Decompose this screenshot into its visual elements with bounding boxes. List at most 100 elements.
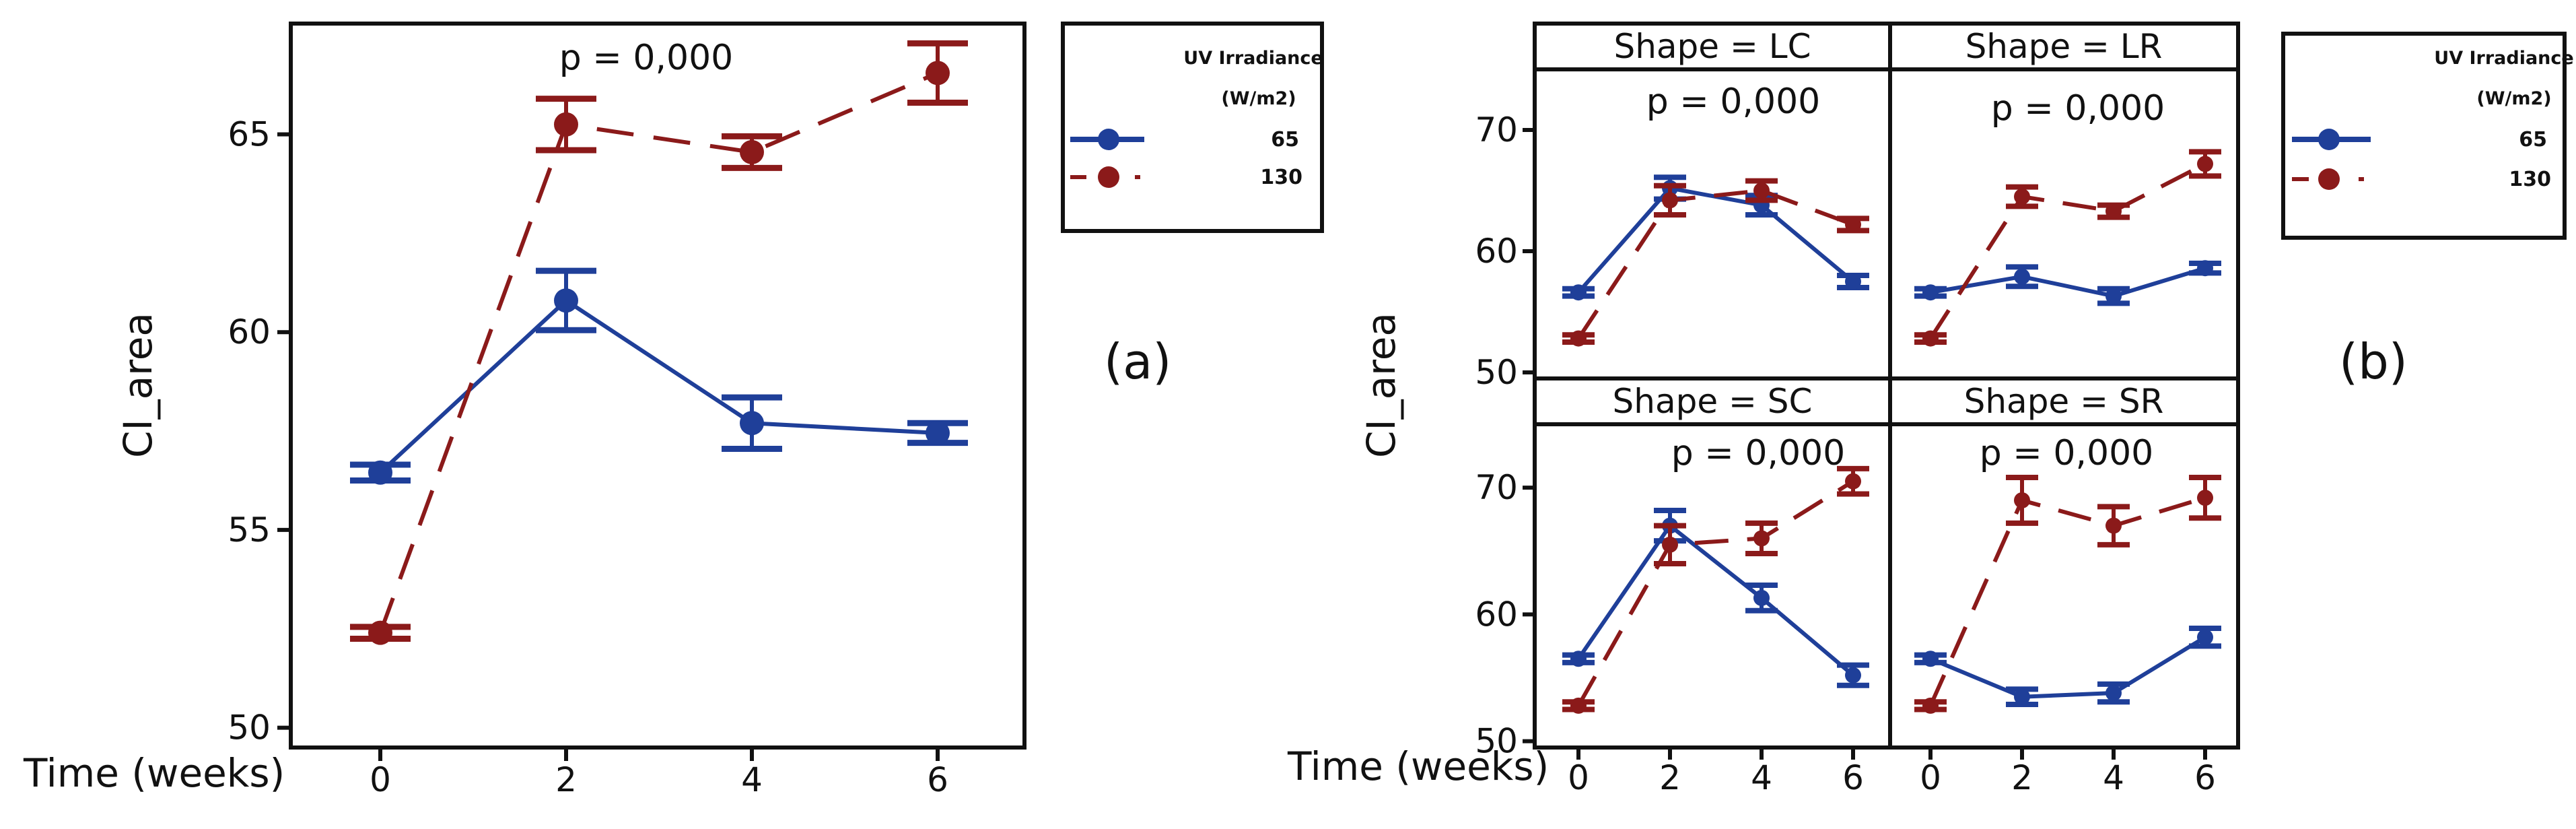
panel-sr-series-65-point-2 [2105, 685, 2122, 702]
figure-label-a: (a) [1104, 333, 1171, 390]
panel-label-sc: Shape = SC [1613, 382, 1813, 421]
chart-a-legend-title: UV Irradiance [1183, 48, 1323, 69]
panel-lr-series-65-point-1 [2014, 268, 2030, 285]
panel-lr-plot [1914, 149, 2221, 347]
chart-a-series-130-line [378, 71, 939, 634]
chart-a-series-130-point-1 [554, 112, 578, 137]
panel-sr-plot [1914, 475, 2221, 714]
chart-a-series-65-point-1 [554, 288, 578, 313]
chart-a-y-tick-label-50: 50 [228, 708, 271, 748]
chart-a-plot-frame [289, 22, 1026, 750]
figure-label-b: (b) [2339, 333, 2408, 390]
panel-sc-series-130-point-0 [1570, 697, 1587, 714]
chart-a-x-tick-label-6: 6 [927, 760, 948, 799]
panel-sr-series-130-point-2 [2105, 517, 2122, 534]
chart-a-series-130-point-2 [740, 139, 764, 164]
panel-label-sr: Shape = SR [1964, 382, 2164, 421]
chart-a-y-tick-label-65: 65 [228, 114, 271, 154]
panel-lc-plot [1562, 174, 1869, 347]
panel-sr-p-value: p = 0,000 [1980, 433, 2154, 473]
chart-a-y-tick-label-60: 60 [228, 312, 271, 352]
chart-a-series-130-point-0 [368, 620, 392, 645]
chart-a-y-axis-title: CI_area [115, 312, 161, 458]
legend-b-swatch-65-marker [2318, 129, 2340, 150]
legend-b-swatch-130-marker [2318, 168, 2340, 190]
chart-b-row0-y-tick-label-70: 70 [1475, 110, 1518, 150]
legend-b-label-130: 130 [2509, 168, 2551, 191]
panel-lr-series-130-point-1 [2014, 189, 2030, 205]
panel-sc-series-65-point-3 [1845, 667, 1861, 684]
panel-sr-series-130-line [1928, 496, 2206, 707]
chart-b-row1-y-tick-label-60: 60 [1475, 595, 1518, 634]
panel-sc-series-65-point-0 [1570, 651, 1587, 667]
panel-sr-series-130-point-3 [2197, 490, 2213, 506]
legend-a-swatch-65-marker [1098, 129, 1119, 150]
panel-sc-series-130-point-2 [1753, 530, 1770, 547]
panel-sr-series-65-point-0 [1922, 651, 1939, 667]
panel-label-lc: Shape = LC [1613, 27, 1811, 66]
panel-lr-series-130-line [1928, 162, 2206, 340]
chart-a-legend-subtitle: (W/m2) [1221, 88, 1296, 109]
panel-sr-series-130-point-0 [1922, 697, 1939, 714]
chart-b-legend-box [2281, 32, 2567, 240]
chart-b-col0-x-tick-label-0: 0 [1568, 758, 1589, 797]
panel-lr-p-value: p = 0,000 [1991, 88, 2165, 129]
chart-a: CI_area Time (weeks) p = 0,000 50556065 … [23, 22, 1026, 799]
panel-lr-series-130-point-0 [1922, 330, 1939, 347]
panel-sc-series-65-line [1576, 523, 1854, 677]
chart-b-col1-x-tick-label-6: 6 [2194, 758, 2216, 797]
chart-a-y-ticks: 50 55 60 65 [228, 114, 291, 748]
chart-a-x-ticks: 0 2 4 6 [370, 748, 948, 799]
chart-b-col1-x-tick-label-0: 0 [1920, 758, 1941, 797]
panel-lc-series-130-point-1 [1662, 192, 1678, 209]
panel-sr-series-130-point-1 [2014, 492, 2030, 508]
chart-b-series [1562, 149, 2221, 714]
chart-a-legend-box [1061, 22, 1324, 233]
chart-b-legend-subtitle: (W/m2) [2476, 88, 2551, 109]
legend-a-label-65: 65 [1271, 128, 1299, 152]
legend-a-swatch-130-marker [1098, 166, 1119, 188]
panel-lc-series-130-point-3 [1845, 216, 1861, 233]
chart-a-x-axis-title: Time (weeks) [23, 750, 285, 796]
chart-a-y-tick-label-55: 55 [228, 510, 271, 550]
legend-b-label-65: 65 [2519, 128, 2547, 152]
panel-lr-series-65-point-0 [1922, 284, 1939, 301]
chart-b-row0-y-tick-label-50: 50 [1475, 353, 1518, 392]
chart-a-p-value: p = 0,000 [559, 38, 734, 78]
panel-lc-series-130-point-0 [1570, 330, 1587, 347]
panel-lc-series-130-line [1576, 188, 1854, 340]
panel-sr-series-65-line [1929, 635, 2206, 699]
chart-a-series-130-point-3 [926, 61, 950, 86]
chart-a-series-65-point-2 [740, 411, 764, 436]
panel-lr-series-65-point-3 [2197, 260, 2213, 277]
chart-a-series-65-line [378, 298, 938, 474]
panel-sc-plot [1562, 465, 1869, 714]
chart-b-legend: UV Irradiance (W/m2) 65 130 [2281, 32, 2574, 240]
panel-lr-series-65-line [1930, 266, 2206, 298]
chart-b-col0-x-tick-label-4: 4 [1751, 758, 1772, 797]
chart-b-row1-y-tick-label-50: 50 [1475, 722, 1518, 761]
chart-b-col1-x-tick-label-4: 4 [2103, 758, 2124, 797]
panel-lr-series-130-point-2 [2105, 203, 2122, 220]
legend-a-label-130: 130 [1260, 166, 1302, 189]
chart-b-col0-x-tick-label-6: 6 [1842, 758, 1864, 797]
panel-sc-series-65-point-2 [1753, 589, 1770, 606]
chart-b-row0-y-tick-label-60: 60 [1475, 232, 1518, 271]
chart-b-y-ticks: 50 60 70 50 60 70 [1475, 110, 1535, 761]
chart-a-x-tick-label-4: 4 [741, 760, 763, 799]
chart-b-legend-title: UV Irradiance [2434, 48, 2573, 69]
panel-lc-p-value: p = 0,000 [1646, 81, 1821, 122]
chart-a-x-tick-label-0: 0 [370, 760, 391, 799]
chart-a-series-65-point-3 [926, 420, 950, 445]
chart-a-legend: UV Irradiance (W/m2) 65 130 [1061, 22, 1324, 233]
panel-sc-series-130-point-1 [1662, 536, 1678, 553]
chart-b-col1-x-tick-label-2: 2 [2011, 758, 2033, 797]
chart-b-x-axis-title: Time (weeks) [1287, 743, 1549, 789]
chart-b-frame [1533, 22, 2240, 750]
panel-label-lr: Shape = LR [1965, 27, 2163, 66]
panel-lc-series-130-point-2 [1753, 183, 1770, 199]
chart-b: Shape = LC Shape = LR Shape = SC Shape =… [1287, 22, 2240, 797]
chart-a-x-tick-label-2: 2 [555, 760, 577, 799]
panel-lc-series-65-point-0 [1570, 284, 1587, 301]
